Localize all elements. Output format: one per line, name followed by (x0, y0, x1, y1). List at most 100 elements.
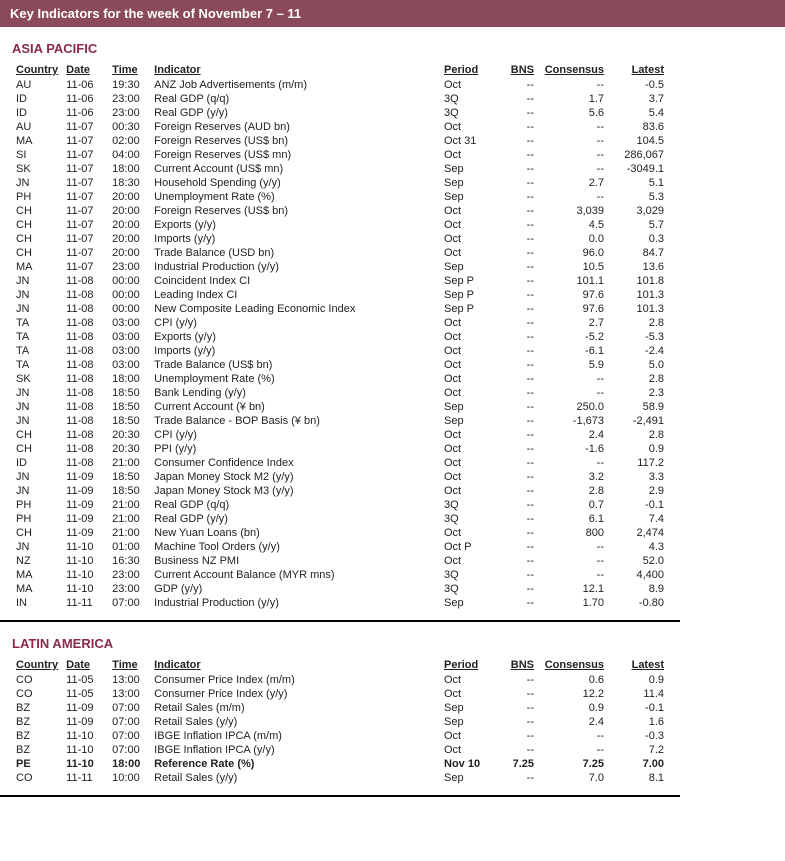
cell-latest: 2.8 (608, 428, 668, 442)
col-header-time: Time (108, 657, 150, 673)
cell-time: 18:00 (108, 372, 150, 386)
cell-date: 11-05 (62, 673, 108, 687)
cell-latest: 83.6 (608, 120, 668, 134)
cell-latest: 4.3 (608, 540, 668, 554)
table-row: JN11-0918:50Japan Money Stock M3 (y/y)Oc… (12, 484, 668, 498)
cell-consensus: 250.0 (538, 400, 608, 414)
cell-indicator: Exports (y/y) (150, 218, 440, 232)
cell-latest: 286,067 (608, 148, 668, 162)
cell-country: CO (12, 673, 62, 687)
cell-bns: -- (494, 316, 538, 330)
cell-latest: 7.4 (608, 512, 668, 526)
cell-indicator: Reference Rate (%) (150, 757, 440, 771)
cell-country: CH (12, 204, 62, 218)
table-row: BZ11-0907:00Retail Sales (y/y)Sep--2.41.… (12, 715, 668, 729)
cell-period: Oct (440, 148, 494, 162)
cell-bns: -- (494, 386, 538, 400)
section-title: LATIN AMERICA (12, 636, 668, 651)
cell-period: Oct (440, 204, 494, 218)
cell-period: Oct (440, 120, 494, 134)
cell-consensus: -- (538, 190, 608, 204)
cell-time: 18:50 (108, 484, 150, 498)
cell-consensus: -- (538, 120, 608, 134)
table-row: MA11-0723:00Industrial Production (y/y)S… (12, 260, 668, 274)
cell-bns: -- (494, 204, 538, 218)
cell-date: 11-09 (62, 715, 108, 729)
cell-country: IN (12, 596, 62, 610)
cell-country: PH (12, 512, 62, 526)
cell-time: 03:00 (108, 358, 150, 372)
cell-date: 11-07 (62, 204, 108, 218)
table-row: CO11-1110:00Retail Sales (y/y)Sep--7.08.… (12, 771, 668, 785)
cell-bns: -- (494, 288, 538, 302)
cell-date: 11-08 (62, 316, 108, 330)
cell-consensus: -- (538, 134, 608, 148)
table-row: CH11-0720:00Exports (y/y)Oct--4.55.7 (12, 218, 668, 232)
cell-indicator: Imports (y/y) (150, 344, 440, 358)
cell-bns: -- (494, 162, 538, 176)
cell-time: 10:00 (108, 771, 150, 785)
cell-country: MA (12, 568, 62, 582)
cell-indicator: Real GDP (y/y) (150, 106, 440, 120)
page-header: Key Indicators for the week of November … (0, 0, 785, 27)
cell-indicator: Current Account Balance (MYR mns) (150, 568, 440, 582)
cell-date: 11-08 (62, 428, 108, 442)
cell-time: 20:00 (108, 232, 150, 246)
cell-country: JN (12, 386, 62, 400)
cell-consensus: 0.9 (538, 701, 608, 715)
cell-country: JN (12, 302, 62, 316)
cell-latest: 4,400 (608, 568, 668, 582)
cell-consensus: 12.1 (538, 582, 608, 596)
cell-period: 3Q (440, 92, 494, 106)
col-header-indicator: Indicator (150, 62, 440, 78)
cell-latest: 5.1 (608, 176, 668, 190)
cell-consensus: -- (538, 729, 608, 743)
col-header-country: Country (12, 62, 62, 78)
cell-period: Oct (440, 372, 494, 386)
cell-indicator: Current Account (US$ mn) (150, 162, 440, 176)
cell-country: TA (12, 316, 62, 330)
table-row: AU11-0619:30ANZ Job Advertisements (m/m)… (12, 78, 668, 92)
cell-time: 23:00 (108, 568, 150, 582)
cell-time: 16:30 (108, 554, 150, 568)
cell-indicator: Unemployment Rate (%) (150, 372, 440, 386)
cell-period: Oct (440, 526, 494, 540)
cell-period: Sep P (440, 274, 494, 288)
table-row: SK11-0718:00Current Account (US$ mn)Sep-… (12, 162, 668, 176)
cell-date: 11-06 (62, 106, 108, 120)
cell-consensus: -1,673 (538, 414, 608, 428)
cell-latest: 2.3 (608, 386, 668, 400)
cell-bns: -- (494, 218, 538, 232)
cell-country: ID (12, 456, 62, 470)
cell-latest: 7.00 (608, 757, 668, 771)
cell-period: Oct 31 (440, 134, 494, 148)
cell-country: BZ (12, 743, 62, 757)
cell-time: 20:00 (108, 218, 150, 232)
cell-date: 11-07 (62, 246, 108, 260)
cell-period: Sep (440, 162, 494, 176)
table-row: IN11-1107:00Industrial Production (y/y)S… (12, 596, 668, 610)
cell-consensus: 5.6 (538, 106, 608, 120)
cell-country: CO (12, 687, 62, 701)
cell-consensus: -- (538, 456, 608, 470)
cell-indicator: CPI (y/y) (150, 428, 440, 442)
cell-time: 20:30 (108, 428, 150, 442)
cell-date: 11-10 (62, 540, 108, 554)
cell-date: 11-07 (62, 148, 108, 162)
cell-time: 00:00 (108, 274, 150, 288)
cell-period: Oct (440, 358, 494, 372)
cell-latest: 2.9 (608, 484, 668, 498)
table-row: MA11-1023:00Current Account Balance (MYR… (12, 568, 668, 582)
cell-country: JN (12, 176, 62, 190)
cell-country: AU (12, 78, 62, 92)
cell-bns: -- (494, 470, 538, 484)
table-row: TA11-0803:00Exports (y/y)Oct---5.2-5.3 (12, 330, 668, 344)
cell-latest: 2,474 (608, 526, 668, 540)
cell-latest: 11.4 (608, 687, 668, 701)
cell-indicator: GDP (y/y) (150, 582, 440, 596)
cell-latest: -3049.1 (608, 162, 668, 176)
cell-indicator: Exports (y/y) (150, 330, 440, 344)
page-title: Key Indicators for the week of November … (10, 6, 301, 21)
cell-latest: 5.3 (608, 190, 668, 204)
cell-date: 11-09 (62, 701, 108, 715)
